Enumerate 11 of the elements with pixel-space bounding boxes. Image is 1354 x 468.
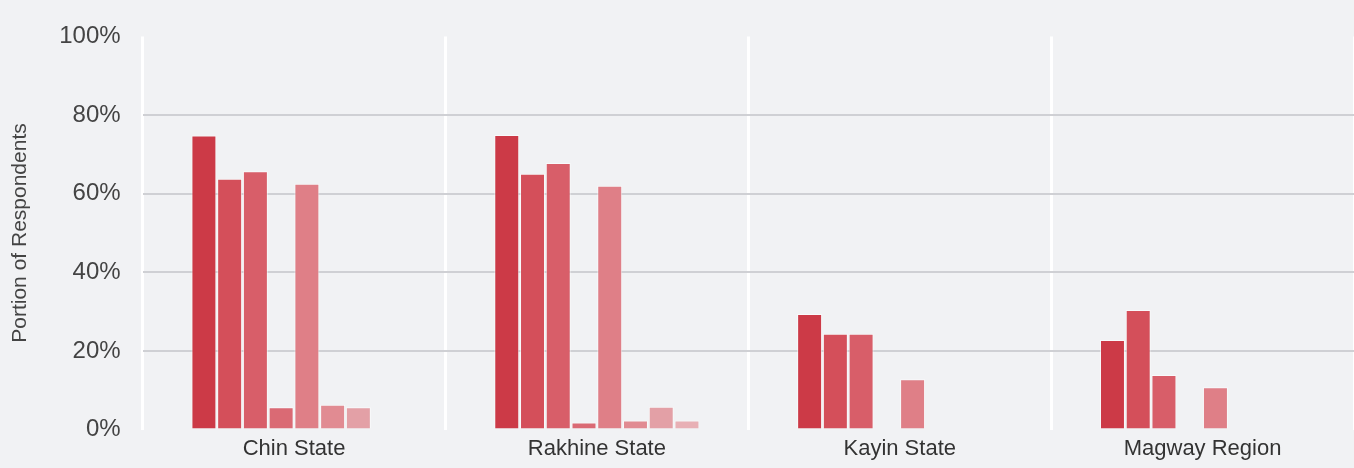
y-tick-label: 80% [72, 99, 121, 127]
y-tick-label: 0% [85, 414, 121, 442]
y-tick-label: 100% [59, 21, 121, 49]
x-tick-label: Rakhine State [527, 434, 666, 460]
y-tick-label: 60% [72, 178, 121, 206]
y-axis-title: Portion of Respondents [7, 123, 31, 343]
x-tick-label: Chin State [242, 434, 346, 460]
y-tick-label: 20% [72, 335, 121, 363]
x-tick-label: Kayin State [843, 434, 956, 460]
y-tick-label: 40% [72, 256, 121, 284]
x-tick-label: Magway Region [1123, 434, 1282, 460]
